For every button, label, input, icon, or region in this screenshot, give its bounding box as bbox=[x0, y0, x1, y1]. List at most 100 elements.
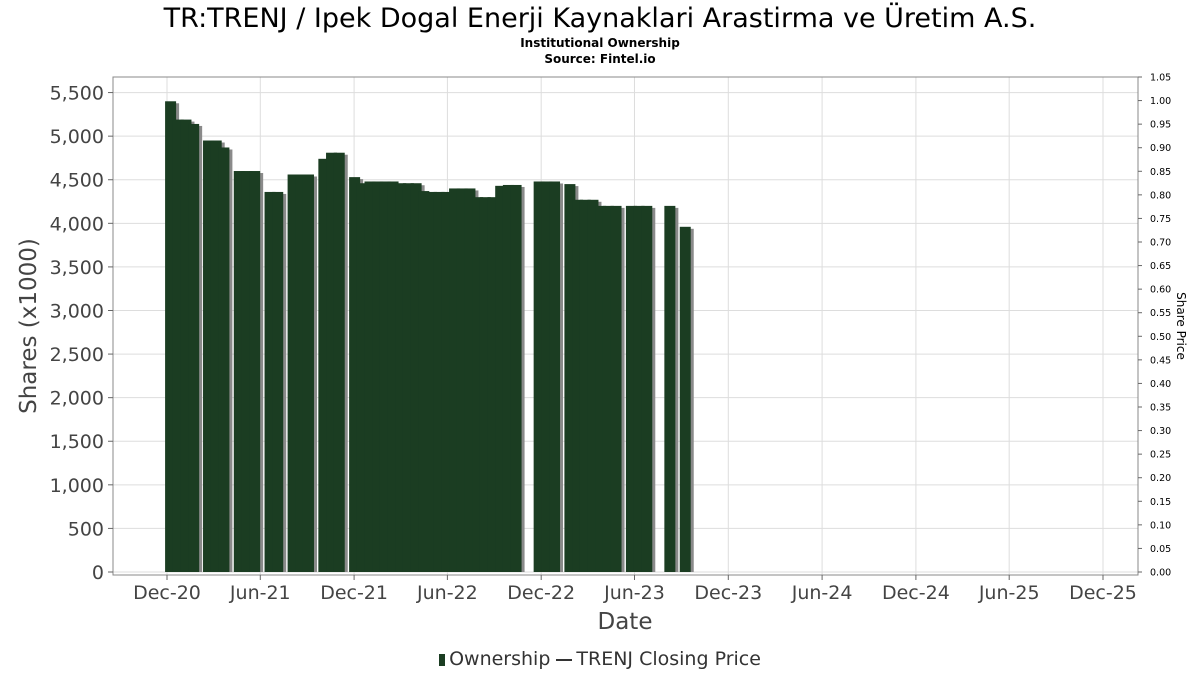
y2-tick-label: 0.70 bbox=[1150, 238, 1171, 249]
chart-source: Source: Fintel.io bbox=[544, 52, 656, 66]
y2-tick-label: 0.20 bbox=[1150, 473, 1171, 484]
legend-price-label: TRENJ Closing Price bbox=[576, 648, 761, 670]
x-axis: Dec-20 Jun-21 Dec-21 Jun-22 Dec-22 Jun-23 Dec-… bbox=[133, 575, 1137, 604]
bar-fill bbox=[487, 197, 499, 572]
bar-fill bbox=[595, 205, 607, 573]
bar-fill bbox=[510, 184, 522, 572]
y2-tick-label: 0.40 bbox=[1150, 379, 1171, 390]
bar-fill bbox=[641, 205, 653, 573]
bar-fill bbox=[464, 188, 476, 572]
y-tick-label: 1,000 bbox=[50, 475, 104, 497]
bar-fill bbox=[188, 123, 200, 572]
y2-tick-label: 0.00 bbox=[1150, 568, 1171, 579]
y2-tick-label: 0.05 bbox=[1150, 544, 1171, 555]
bar bbox=[641, 205, 656, 573]
bar-fill bbox=[679, 226, 691, 572]
bar-fill bbox=[541, 181, 553, 572]
y-tick-label: 5,000 bbox=[50, 126, 104, 148]
bar-fill bbox=[318, 158, 330, 572]
chart-subtitle: Institutional Ownership bbox=[520, 36, 680, 50]
bar-fill bbox=[249, 171, 261, 572]
bar bbox=[679, 226, 694, 572]
bar-fill bbox=[172, 119, 184, 572]
y2-tick-label: 0.90 bbox=[1150, 143, 1171, 154]
bar-fill bbox=[387, 181, 399, 572]
x-tick-label: Dec-24 bbox=[882, 582, 950, 604]
bar-fill bbox=[572, 199, 584, 572]
y2-tick-label: 0.75 bbox=[1150, 214, 1171, 225]
y2-tick-label: 0.55 bbox=[1150, 308, 1171, 319]
x-tick-label: Jun-21 bbox=[229, 582, 291, 604]
bar-fill bbox=[587, 199, 599, 572]
bar bbox=[272, 191, 287, 573]
y2-tick-label: 1.00 bbox=[1150, 96, 1171, 107]
y2-axis-label: Share Price bbox=[1174, 292, 1188, 360]
x-tick-label: Jun-22 bbox=[416, 582, 478, 604]
y2-tick-label: 0.15 bbox=[1150, 497, 1171, 508]
bar-fill bbox=[433, 191, 445, 573]
bar-fill bbox=[610, 205, 622, 573]
y2-tick-label: 0.35 bbox=[1150, 403, 1171, 414]
bar bbox=[549, 181, 564, 572]
y2-tick-label: 0.30 bbox=[1150, 426, 1171, 437]
y-tick-label: 2,000 bbox=[50, 388, 104, 410]
legend-ownership-label: Ownership bbox=[449, 648, 551, 670]
bar-fill bbox=[364, 181, 376, 572]
y2-tick-label: 0.45 bbox=[1150, 355, 1171, 366]
bar bbox=[610, 205, 625, 573]
y-axis-left: 0 500 1,000 1,500 2,000 2,500 3,000 3,500 4,000 4… bbox=[50, 83, 113, 584]
bar-fill bbox=[579, 199, 591, 572]
x-tick-label: Jun-24 bbox=[791, 582, 853, 604]
y-tick-label: 5,500 bbox=[50, 83, 104, 105]
bar-fill bbox=[495, 185, 507, 572]
y2-tick-label: 1.05 bbox=[1150, 73, 1171, 84]
y2-tick-label: 0.95 bbox=[1150, 120, 1171, 131]
x-tick-label: Dec-21 bbox=[320, 582, 388, 604]
bar-fill bbox=[625, 205, 637, 573]
bar-fill bbox=[402, 183, 414, 572]
y-tick-label: 2,500 bbox=[50, 344, 104, 366]
bar-fill bbox=[233, 171, 245, 572]
bar-fill bbox=[425, 191, 437, 573]
y-tick-label: 3,000 bbox=[50, 300, 104, 322]
bar-fill bbox=[502, 184, 514, 572]
y-axis-right: 0.00 0.05 0.10 0.15 0.20 0.25 0.30 0.35 0.40 0.45… bbox=[1138, 73, 1171, 579]
bar-fill bbox=[210, 140, 222, 573]
bar-fill bbox=[633, 205, 645, 573]
bar bbox=[302, 174, 317, 572]
bar-fill bbox=[379, 181, 391, 572]
bar-fill bbox=[287, 174, 299, 572]
y-tick-label: 4,500 bbox=[50, 170, 104, 192]
bar-fill bbox=[302, 174, 314, 572]
bar-fill bbox=[326, 152, 338, 573]
bar bbox=[333, 152, 348, 573]
bar-fill bbox=[218, 147, 230, 572]
bar-fill bbox=[165, 101, 177, 573]
chart-title: TR:TRENJ / Ipek Dogal Enerji Kaynaklari … bbox=[163, 3, 1037, 34]
y2-tick-label: 0.65 bbox=[1150, 261, 1171, 272]
bar-fill bbox=[410, 183, 422, 572]
x-tick-label: Dec-22 bbox=[507, 582, 575, 604]
y-tick-label: 4,000 bbox=[50, 213, 104, 235]
y-tick-label: 500 bbox=[68, 518, 104, 540]
bar-fill bbox=[372, 181, 384, 572]
bar-fill bbox=[418, 191, 430, 573]
bar-fill bbox=[272, 191, 284, 573]
bar-fill bbox=[264, 191, 276, 573]
bar-fill bbox=[549, 181, 561, 572]
y-tick-label: 1,500 bbox=[50, 431, 104, 453]
bar-fill bbox=[602, 205, 614, 573]
x-tick-label: Jun-23 bbox=[603, 582, 665, 604]
y-axis-label: Shares (x1000) bbox=[16, 238, 42, 414]
bar-fill bbox=[456, 188, 468, 572]
bar bbox=[664, 205, 679, 573]
bar-fill bbox=[449, 188, 461, 572]
bar-fill bbox=[356, 183, 368, 572]
bar-fill bbox=[479, 197, 491, 572]
bar bbox=[218, 147, 233, 572]
legend-price-swatch bbox=[556, 658, 573, 661]
bar-fill bbox=[533, 181, 545, 572]
bar-fill bbox=[180, 119, 192, 572]
bar bbox=[188, 123, 203, 572]
